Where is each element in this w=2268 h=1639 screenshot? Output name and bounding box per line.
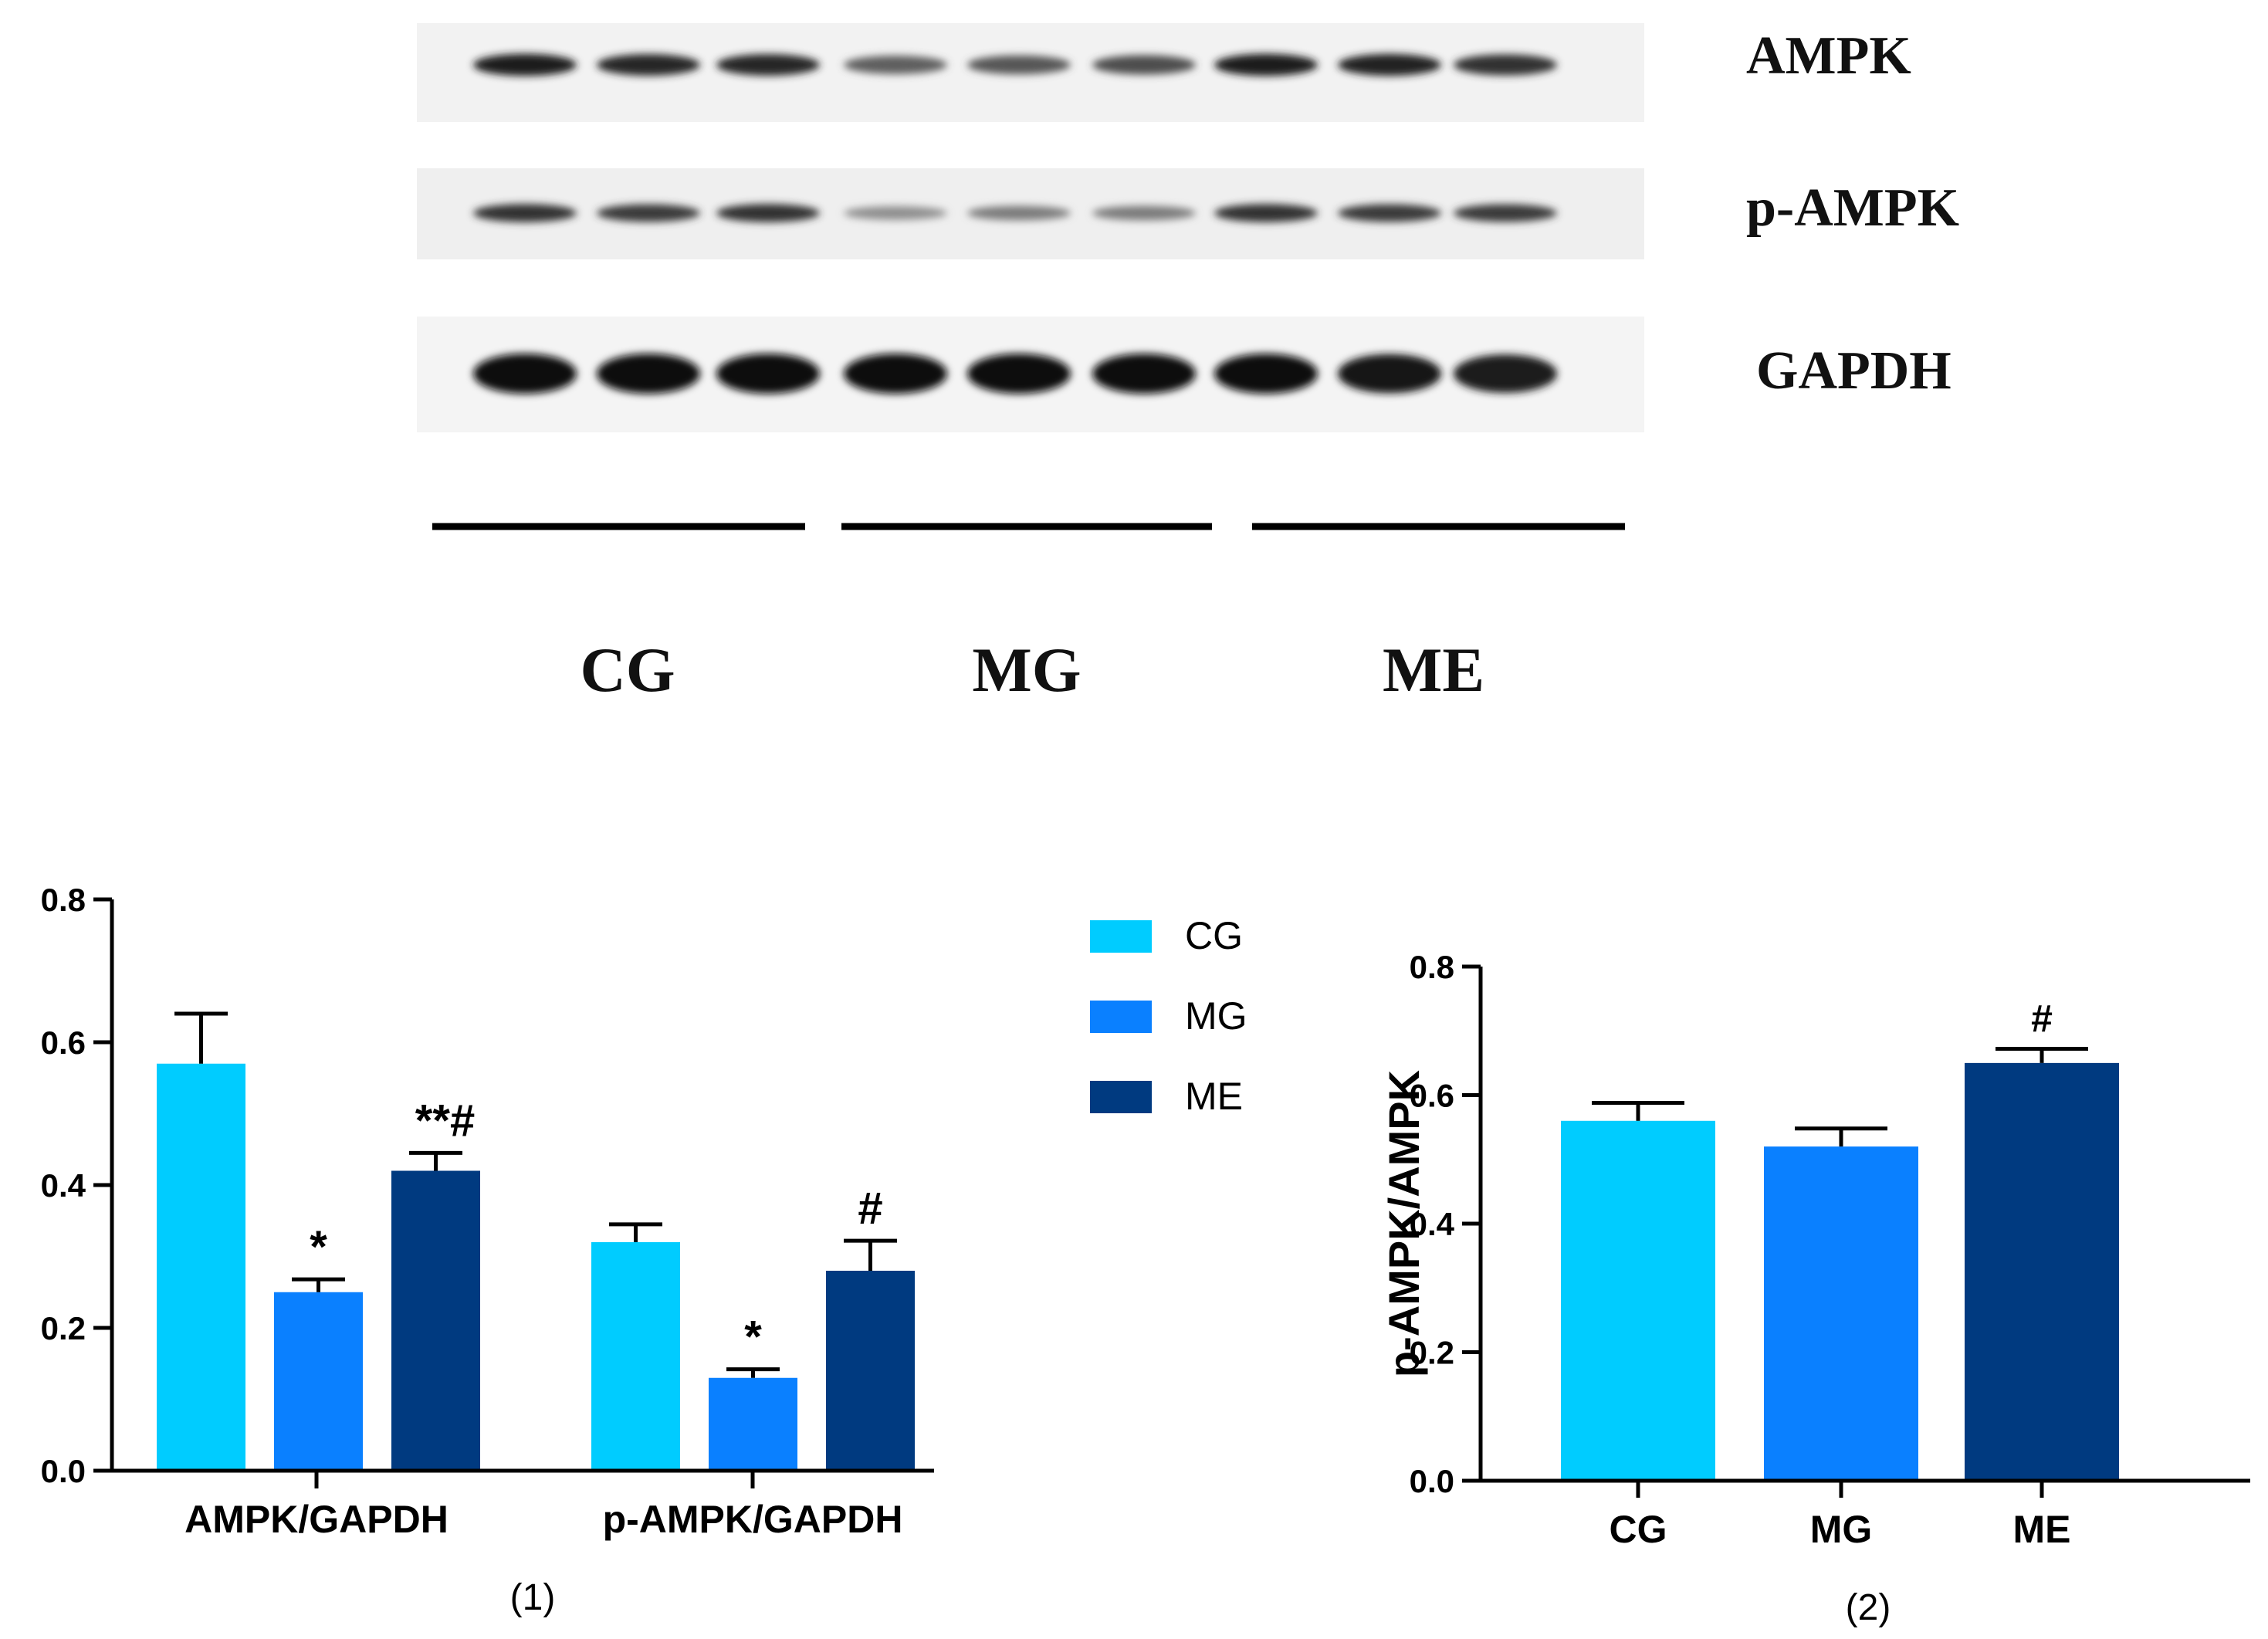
bar [1764, 1146, 1918, 1481]
blot-band [716, 204, 820, 222]
y-tick-label: 0.4 [1410, 1206, 1455, 1242]
blot-band [844, 354, 947, 394]
blot-band [716, 354, 820, 394]
blot-band [1338, 354, 1441, 394]
blot-label-ampk: AMPK [1746, 26, 1911, 86]
chart-2-y-axis-title: p-AMPK/AMPK [1379, 1070, 1428, 1377]
blot-band [597, 204, 700, 222]
blot-band [967, 354, 1071, 394]
chart-2: 0.0 0.2 0.4 0.6 0.8 CG MG # ME p-AMPK/AMPK (2) [1379, 949, 2250, 1628]
significance-marker: **# [415, 1095, 475, 1146]
blot-band [844, 206, 947, 220]
western-blot: AMPK p-AMPK GAPDH CG MG ME [417, 23, 1959, 705]
y-tick-label: 0.2 [41, 1310, 86, 1346]
chart-1-caption: (1) [510, 1577, 556, 1618]
blot-band [597, 354, 700, 394]
legend-label-me: ME [1185, 1075, 1243, 1118]
blot-band [967, 205, 1071, 221]
x-category-label: CG [1610, 1508, 1667, 1551]
group-label-me: ME [1383, 635, 1484, 705]
bar [157, 1063, 245, 1471]
blot-band [1214, 53, 1318, 76]
blot-band [1214, 354, 1318, 394]
blot-band [1338, 204, 1441, 222]
legend-swatch-mg [1090, 1001, 1152, 1033]
blot-band [473, 204, 577, 222]
bar [274, 1292, 363, 1471]
group-label-mg: MG [972, 635, 1081, 705]
blot-band [1338, 53, 1441, 76]
y-tick-label: 0.6 [1410, 1078, 1454, 1114]
significance-marker: # [2031, 997, 2053, 1041]
blot-band [473, 53, 577, 76]
blot-band [597, 54, 700, 76]
blot-band [473, 354, 577, 394]
x-category-label: MG [1810, 1508, 1873, 1551]
y-tick-label: 0.6 [41, 1024, 86, 1061]
blot-band [844, 56, 947, 74]
y-tick-label: 0.0 [1410, 1463, 1454, 1499]
x-category-label: AMPK/GAPDH [184, 1498, 449, 1541]
bar [1561, 1120, 1715, 1481]
x-category-label: ME [2013, 1508, 2071, 1551]
blot-band [1092, 205, 1196, 221]
blot-band [1454, 354, 1557, 393]
x-category-label: p-AMPK/GAPDH [603, 1498, 903, 1541]
chart-1: 0.0 0.2 0.4 0.6 0.8 * **# AMPK/GAPDH * # p-AMPK/G… [41, 882, 934, 1618]
blot-band [1214, 204, 1318, 222]
significance-marker: * [744, 1312, 762, 1363]
blot-label-gapdh: GAPDH [1756, 341, 1951, 401]
legend-label-mg: MG [1185, 994, 1247, 1038]
group-label-cg: CG [581, 635, 675, 705]
y-tick-label: 0.0 [41, 1453, 86, 1489]
legend-label-cg: CG [1185, 914, 1243, 957]
bar [1965, 1062, 2119, 1481]
y-tick-label: 0.4 [41, 1167, 86, 1204]
bar [826, 1271, 915, 1471]
blot-label-p-ampk: p-AMPK [1746, 178, 1959, 238]
blot-band [1454, 54, 1557, 76]
y-tick-label: 0.8 [41, 882, 86, 918]
bar [391, 1170, 480, 1471]
blot-band [1454, 204, 1557, 222]
significance-marker: # [858, 1184, 882, 1234]
bar [591, 1242, 680, 1471]
bar [709, 1377, 797, 1471]
blot-band [1092, 55, 1196, 75]
blot-band [716, 54, 820, 76]
y-tick-label: 0.8 [1410, 949, 1454, 985]
significance-marker: * [310, 1222, 327, 1272]
legend-swatch-cg [1090, 920, 1152, 953]
y-tick-label: 0.2 [1410, 1335, 1454, 1371]
chart-2-caption: (2) [1846, 1587, 1891, 1628]
legend: CG MG ME [1090, 914, 1247, 1118]
legend-swatch-me [1090, 1081, 1152, 1113]
blot-band [967, 55, 1071, 75]
blot-band [1092, 354, 1196, 394]
